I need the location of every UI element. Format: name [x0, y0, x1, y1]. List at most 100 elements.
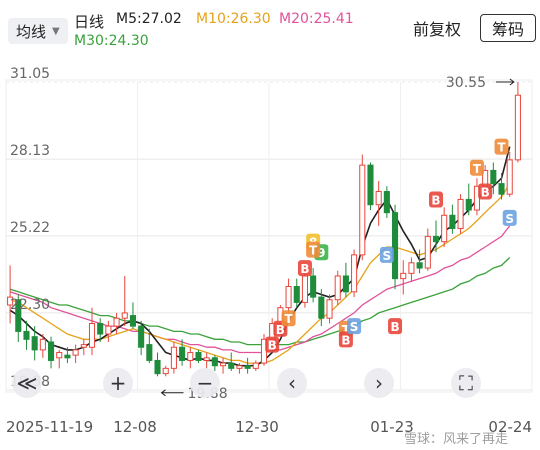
signal-badge-bg — [478, 183, 493, 200]
ma-type-label: 均线 — [16, 22, 47, 41]
candle — [392, 204, 399, 290]
signal-badge: S — [347, 318, 362, 335]
zoom-out-icon: − — [196, 371, 214, 395]
candle-body — [39, 338, 46, 351]
signal-badge-bg — [502, 209, 517, 226]
candle-body — [56, 352, 63, 359]
signal-badge-bg — [347, 318, 362, 335]
prev-button[interactable]: ‹ — [277, 368, 307, 398]
signal-badges: BBT89BTTBSSBBTBTS — [265, 138, 517, 353]
signal-badge-text: S — [505, 212, 514, 226]
candle — [252, 360, 259, 371]
candle-body — [465, 198, 472, 211]
date-label: 2025-11-19 — [6, 418, 93, 436]
candle — [514, 82, 521, 163]
candle-body — [285, 286, 292, 309]
zoom-out-button[interactable]: − — [190, 368, 220, 398]
candle — [129, 302, 136, 329]
signal-badge-text: B — [481, 186, 490, 200]
candle-body — [80, 344, 87, 348]
signal-badge-text: T — [309, 244, 318, 258]
candle-body — [15, 299, 22, 332]
period-label: 日线 — [74, 13, 105, 31]
signal-badge-bg — [494, 138, 509, 155]
signal-badge: B — [297, 260, 312, 277]
candle-body — [170, 346, 177, 369]
candle-body — [293, 286, 300, 303]
candle-body — [195, 352, 202, 361]
signal-badge: B — [478, 183, 493, 200]
candle — [170, 341, 177, 374]
candle-body — [203, 357, 210, 361]
candle — [432, 220, 440, 253]
ma5-line — [9, 146, 511, 367]
ma20-line — [9, 225, 511, 354]
signal-badge-bg — [388, 318, 403, 335]
candle — [498, 173, 505, 200]
candle — [375, 180, 382, 226]
candle — [408, 257, 415, 282]
candle — [88, 307, 96, 356]
signal-badge-bg — [265, 336, 280, 353]
next-button[interactable]: › — [364, 368, 394, 398]
fullscreen-icon: ⛶ — [459, 371, 473, 395]
fullscreen-button[interactable]: ⛶ — [451, 368, 481, 398]
y-tick-label: 31.05 — [10, 66, 50, 82]
date-label: 12-30 — [235, 418, 279, 436]
signal-badge-bg — [469, 159, 484, 176]
candle — [465, 183, 472, 216]
y-tick-label: 25.22 — [10, 220, 50, 236]
candle-body — [244, 365, 251, 369]
candle-body — [383, 191, 390, 214]
candle — [113, 312, 120, 335]
zoom-in-icon: + — [109, 371, 127, 395]
candle — [228, 352, 235, 371]
candle — [203, 352, 210, 369]
candle-body — [367, 164, 374, 206]
chip-label: 筹码 — [491, 20, 524, 39]
zoom-in-button[interactable]: + — [103, 368, 133, 398]
candle-body — [113, 317, 120, 327]
candle — [15, 294, 22, 342]
candle-body — [441, 214, 448, 243]
candle-body — [432, 235, 440, 243]
collapse-button[interactable]: ≪ — [12, 368, 42, 398]
candle — [506, 151, 513, 197]
min-arrowhead-icon — [160, 389, 166, 397]
chevron-left-icon: ‹ — [288, 371, 296, 395]
date-label: 01-23 — [370, 418, 414, 436]
date-label: 02-24 — [488, 418, 532, 436]
signal-badge-text: B — [390, 320, 399, 334]
chip-button[interactable]: 筹码 — [480, 14, 536, 42]
ma-type-dropdown[interactable]: 均线 ▼ — [8, 18, 68, 44]
candle-body — [514, 94, 521, 161]
signal-badge-text: S — [383, 249, 392, 263]
signal-badge-bg — [379, 246, 394, 263]
candle-body — [416, 262, 423, 269]
signal-badge-bg — [338, 331, 353, 348]
candle — [72, 344, 79, 364]
candle-body — [375, 191, 382, 206]
adjust-button[interactable]: 前复权 — [413, 16, 461, 40]
candle — [121, 275, 128, 327]
candlestick-chart[interactable]: BBT89BTTBSSBBTBTS 31.0528.1325.2222.3019… — [0, 56, 540, 450]
signal-badge-text: S — [350, 320, 359, 334]
candle — [56, 349, 63, 369]
candle-body — [326, 299, 333, 319]
ma30-line — [9, 257, 511, 346]
candle — [179, 339, 186, 366]
ma-lines — [9, 146, 511, 367]
candle-body — [23, 330, 30, 340]
candle-body — [129, 315, 136, 327]
candle — [154, 352, 161, 377]
candle-body — [154, 359, 161, 375]
candle — [23, 320, 30, 350]
candle — [293, 278, 300, 308]
candle-body — [310, 275, 317, 298]
signal-badge-text: T — [284, 312, 293, 326]
candle — [138, 320, 145, 356]
candle-body — [408, 262, 415, 274]
candle-body — [424, 235, 431, 269]
candle-body — [449, 214, 456, 229]
signal-badge: B — [338, 331, 353, 348]
